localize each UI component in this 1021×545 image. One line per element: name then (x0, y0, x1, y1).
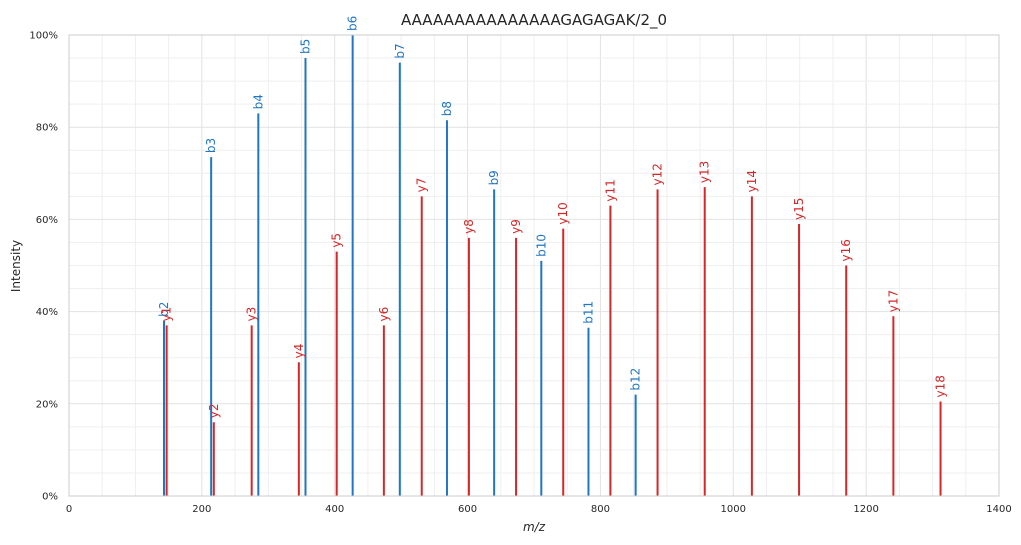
peak-label-b7: b7 (393, 43, 407, 58)
peak-label-b5: b5 (298, 39, 312, 54)
peak-label-y14: y14 (745, 170, 759, 192)
y-tick-label: 80% (36, 123, 58, 134)
peak-label-y18: y18 (934, 375, 948, 397)
x-tick-label: 0 (66, 504, 72, 515)
y-tick-label: 40% (36, 307, 58, 318)
x-tick-label: 1000 (721, 504, 746, 515)
peak-label-y15: y15 (792, 198, 806, 220)
peak-label-b4: b4 (251, 94, 265, 109)
x-tick-label: 600 (458, 504, 477, 515)
y-axis-label: Intensity (9, 240, 23, 292)
peak-label-b12: b12 (629, 368, 643, 391)
y-tick-label: 100% (29, 31, 58, 42)
x-tick-label: 800 (591, 504, 610, 515)
peak-label-y17: y17 (886, 290, 900, 312)
peak-labels: b2 b3 b4 b5 b6 b7 b8 b9 b10 b11 b12 y1 y2 y3 y4 y5 y6 y7 y… (157, 16, 948, 419)
peak-label-b10: b10 (534, 234, 548, 257)
x-tick-label: 1400 (986, 504, 1011, 515)
peak-label-b9: b9 (487, 170, 501, 185)
peak-label-b3: b3 (204, 138, 218, 153)
x-axis-label: m/z (523, 520, 546, 534)
x-tick-label: 200 (192, 504, 211, 515)
peak-label-y2: y2 (207, 403, 221, 418)
plot-border (68, 34, 1000, 497)
peaks (162, 35, 942, 496)
chart-title: AAAAAAAAAAAAAAAGAGAGAK/2_0 (401, 11, 667, 30)
peak-label-y5: y5 (330, 233, 344, 248)
y-tick-label: 20% (36, 399, 58, 410)
x-tick-label: 1200 (853, 504, 878, 515)
grid (69, 35, 999, 496)
peak-label-b2: b2 (157, 302, 171, 317)
peak-label-y11: y11 (603, 179, 617, 201)
peak-label-y1: y1 (160, 307, 174, 322)
peak-label-b8: b8 (440, 101, 454, 116)
peak-label-y4: y4 (292, 344, 306, 359)
peak-label-y7: y7 (415, 178, 429, 193)
peak-label-y3: y3 (245, 307, 259, 322)
y-tick-label: 0% (42, 492, 58, 503)
peak-label-y12: y12 (651, 163, 665, 185)
y-tick-label: 60% (36, 215, 58, 226)
peak-label-y6: y6 (377, 307, 391, 322)
x-tick-labels: 0 200 400 600 800 1000 1200 1400 (66, 504, 1012, 515)
peak-label-y8: y8 (462, 219, 476, 234)
y-tick-labels: 0% 20% 40% 60% 80% 100% (29, 31, 58, 503)
peak-label-b11: b11 (581, 301, 595, 324)
peak-label-b6: b6 (346, 16, 360, 31)
peak-label-y10: y10 (556, 202, 570, 224)
peak-label-y16: y16 (839, 239, 853, 261)
peak-label-y9: y9 (509, 219, 523, 234)
x-tick-label: 400 (325, 504, 344, 515)
peak-label-y13: y13 (698, 161, 712, 183)
